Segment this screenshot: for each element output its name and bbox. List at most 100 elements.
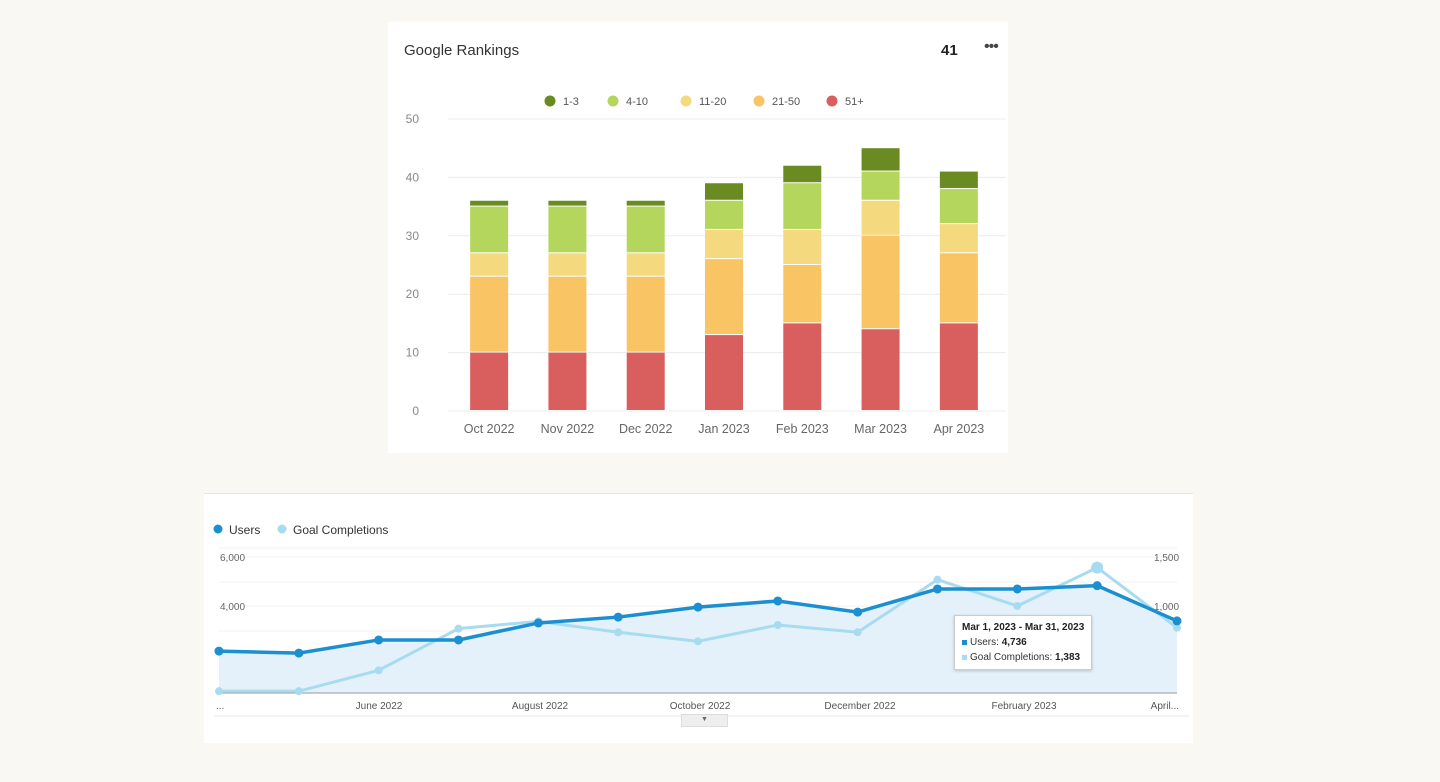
google-rankings-card: Google Rankings 41 ••• 0 10 20 30 40 50 1-3 4-1… xyxy=(388,22,1008,453)
x-tick-label: April... xyxy=(1151,701,1179,712)
bar-51+-Mar 2023 xyxy=(861,329,900,410)
legend-marker-4-10 xyxy=(607,95,619,107)
legend-label-21-50: 21-50 xyxy=(772,96,800,108)
right-y-tick-label: 1,000 xyxy=(1154,602,1179,613)
goal-point-Feb 2023 xyxy=(1013,601,1022,610)
bar-21-50-Jan 2023 xyxy=(705,259,743,335)
users-point-Apr 2022 xyxy=(214,646,224,656)
tooltip-date: Mar 1, 2023 - Mar 31, 2023 xyxy=(962,622,1085,633)
legend-marker-11-20 xyxy=(680,95,692,107)
x-tick-label: Feb 2023 xyxy=(776,422,829,436)
goal-point-Oct 2022 xyxy=(694,637,702,646)
bar-4-10-Oct 2022 xyxy=(470,206,509,253)
bar-51+-Feb 2023 xyxy=(783,323,822,410)
legend-label-1-3: 1-3 xyxy=(563,96,579,108)
goal-point-Apr 2023 xyxy=(1173,623,1181,632)
users-point-Sep 2022 xyxy=(613,612,623,622)
legend-label-users: Users xyxy=(229,523,260,537)
legend-marker-goals xyxy=(277,524,287,534)
users-point-Jan 2023 xyxy=(933,584,942,594)
x-tick-label: Mar 2023 xyxy=(854,422,907,436)
bar-1-3-Mar 2023 xyxy=(861,148,900,171)
bar-21-50-Feb 2023 xyxy=(783,265,822,323)
bar-51+-Jan 2023 xyxy=(705,335,743,410)
bar-11-20-Nov 2022 xyxy=(548,253,587,276)
bar-51+-Apr 2023 xyxy=(939,323,978,410)
y-tick-label: 10 xyxy=(406,346,420,360)
x-tick-label: October 2022 xyxy=(670,701,731,712)
bar-11-20-Feb 2023 xyxy=(783,229,822,264)
legend-label-51+: 51+ xyxy=(845,96,864,108)
x-tick-label: August 2022 xyxy=(512,701,569,712)
goal-point-Jul 2022 xyxy=(454,624,463,633)
y-tick-label: 20 xyxy=(406,287,420,301)
x-tick-label: December 2022 xyxy=(824,701,896,712)
x-tick-label: Dec 2022 xyxy=(619,422,673,436)
goal-point-May 2022 xyxy=(294,687,303,696)
bar-51+-Oct 2022 xyxy=(470,352,509,410)
bar-21-50-Nov 2022 xyxy=(548,276,587,352)
bar-4-10-Mar 2023 xyxy=(861,171,900,200)
bar-4-10-Jan 2023 xyxy=(705,200,743,229)
bar-11-20-Dec 2022 xyxy=(626,253,665,276)
left-y-tick-label: 6,000 xyxy=(220,553,245,564)
bar-4-10-Nov 2022 xyxy=(548,206,587,253)
tooltip-users-value: 4,736 xyxy=(1001,637,1027,648)
legend-label-4-10: 4-10 xyxy=(626,96,648,108)
bar-11-20-Mar 2023 xyxy=(861,200,900,235)
card-title: Google Rankings xyxy=(404,42,520,59)
users-point-Dec 2022 xyxy=(853,607,863,617)
bar-4-10-Feb 2023 xyxy=(783,183,822,229)
x-tick-label: Apr 2023 xyxy=(933,422,984,436)
rankings-bar-chart: 0 10 20 30 40 50 1-3 4-10 11-20 21-50 51+ Oct 2022 N… xyxy=(406,95,1006,436)
y-tick-label: 40 xyxy=(406,170,420,184)
right-y-tick-label: 1,500 xyxy=(1154,553,1179,564)
bar-1-3-Oct 2022 xyxy=(470,200,509,206)
bar-1-3-Feb 2023 xyxy=(783,165,822,183)
bar-51+-Nov 2022 xyxy=(548,352,587,410)
bar-4-10-Apr 2023 xyxy=(939,189,978,224)
users-point-Nov 2022 xyxy=(773,596,783,606)
goal-point-Nov 2022 xyxy=(773,621,782,629)
x-tick-label: Jan 2023 xyxy=(698,422,749,436)
left-y-tick-label: 4,000 xyxy=(220,602,245,613)
bar-11-20-Oct 2022 xyxy=(470,253,509,276)
users-point-Jun 2022 xyxy=(374,635,384,645)
goal-point-Jun 2022 xyxy=(374,666,383,675)
y-tick-label: 0 xyxy=(412,404,419,418)
tooltip-goal-value: 1,383 xyxy=(1055,652,1081,663)
bar-4-10-Dec 2022 xyxy=(626,206,665,253)
goal-point-Dec 2022 xyxy=(853,628,862,637)
legend-marker-51+ xyxy=(826,95,838,107)
users-point-Aug 2022 xyxy=(533,618,543,628)
bar-21-50-Oct 2022 xyxy=(470,276,509,352)
bar-21-50-Apr 2023 xyxy=(939,253,978,323)
x-tick-label: Nov 2022 xyxy=(541,422,595,436)
x-tick-label: Oct 2022 xyxy=(464,422,515,436)
chart-scroll-handle[interactable]: ▼ xyxy=(681,714,728,727)
bar-11-20-Jan 2023 xyxy=(705,229,743,259)
users-point-May 2022 xyxy=(294,648,304,658)
y-tick-label: 30 xyxy=(406,229,420,243)
x-tick-label: February 2023 xyxy=(991,701,1056,712)
users-point-Feb 2023 xyxy=(1012,584,1022,594)
goal-point-Mar 2023 xyxy=(1091,561,1104,574)
legend-label-11-20: 11-20 xyxy=(699,96,726,108)
bar-1-3-Apr 2023 xyxy=(939,171,978,189)
legend-marker-1-3 xyxy=(544,95,556,107)
more-horizontal-icon[interactable]: ••• xyxy=(984,38,999,55)
bar-1-3-Nov 2022 xyxy=(548,200,587,206)
bar-21-50-Mar 2023 xyxy=(861,235,900,329)
x-tick-label: June 2022 xyxy=(356,701,403,712)
legend-marker-users xyxy=(213,524,223,534)
tooltip-users-label: Users: xyxy=(970,637,999,648)
bar-11-20-Apr 2023 xyxy=(939,224,978,253)
users-point-Oct 2022 xyxy=(693,602,703,612)
legend-marker-21-50 xyxy=(753,95,765,107)
bar-1-3-Jan 2023 xyxy=(705,183,743,200)
chart-tooltip: Mar 1, 2023 - Mar 31, 2023 Users: 4,736 … xyxy=(954,615,1093,670)
bar-21-50-Dec 2022 xyxy=(626,276,665,352)
users-point-Apr 2023 xyxy=(1172,616,1182,626)
